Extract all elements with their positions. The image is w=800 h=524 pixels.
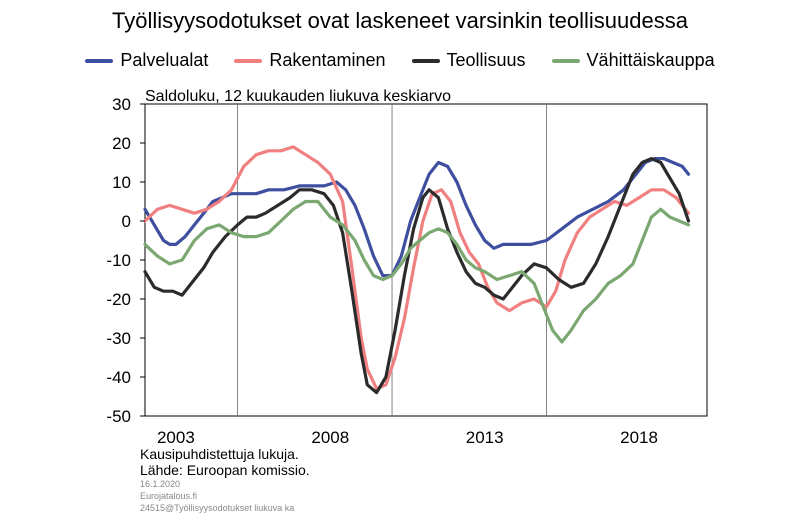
plot-area [144,103,708,417]
x-tick-label: 2003 [157,428,195,447]
series-line-vähittäiskauppa [143,199,691,344]
y-tick-label: -30 [106,329,131,348]
series-line-palvelualat [143,157,691,278]
legend-swatch [411,58,440,63]
x-tick-label: 2018 [620,428,658,447]
y-tick-label: -10 [106,251,131,270]
chart-title: Työllisyysodotukset ovat laskeneet varsi… [112,8,688,33]
y-tick-label: -50 [106,407,131,426]
legend-item: Palvelualat [85,50,208,71]
footnote-code: 24515@Työllisyysodotukset liukuva ka [140,503,295,513]
legend-label: Palvelualat [120,50,209,70]
legend-swatch [551,58,580,63]
y-tick-label: 10 [112,173,131,192]
y-tick-label: 30 [112,95,131,114]
legend-item: Vähittäiskauppa [551,50,715,71]
y-tick-label: 20 [112,134,131,153]
legend: Palvelualat Rakentaminen Teollisuus Vähittä… [0,50,800,71]
x-tick-label: 2008 [311,428,349,447]
legend-swatch [85,58,114,63]
footnote-source: Lähde: Euroopan komissio. [140,462,310,478]
x-tick-label: 2013 [466,428,504,447]
footnote-seasonal: Kausipuhdistettuja lukuja. [140,446,299,462]
y-tick-label: -40 [106,368,131,387]
legend-label: Rakentaminen [269,50,386,70]
legend-item: Teollisuus [411,50,526,71]
legend-label: Teollisuus [446,50,526,70]
footnotes: Kausipuhdistettuja lukuja. Lähde: Euroop… [140,446,310,514]
series-line-rakentaminen [143,145,691,391]
footnote-site: Eurojatalous.fi [140,491,198,501]
legend-item: Rakentaminen [234,50,386,71]
legend-label: Vähittäiskauppa [586,50,715,70]
y-tick-label: 0 [122,212,131,231]
series-line-teollisuus [143,157,691,395]
chart-subtitle: Saldoluku, 12 kuukauden liukuva keskiarv… [145,88,451,105]
legend-swatch [234,58,263,63]
footnote-date: 16.1.2020 [140,479,181,489]
y-tick-label: -20 [106,290,131,309]
